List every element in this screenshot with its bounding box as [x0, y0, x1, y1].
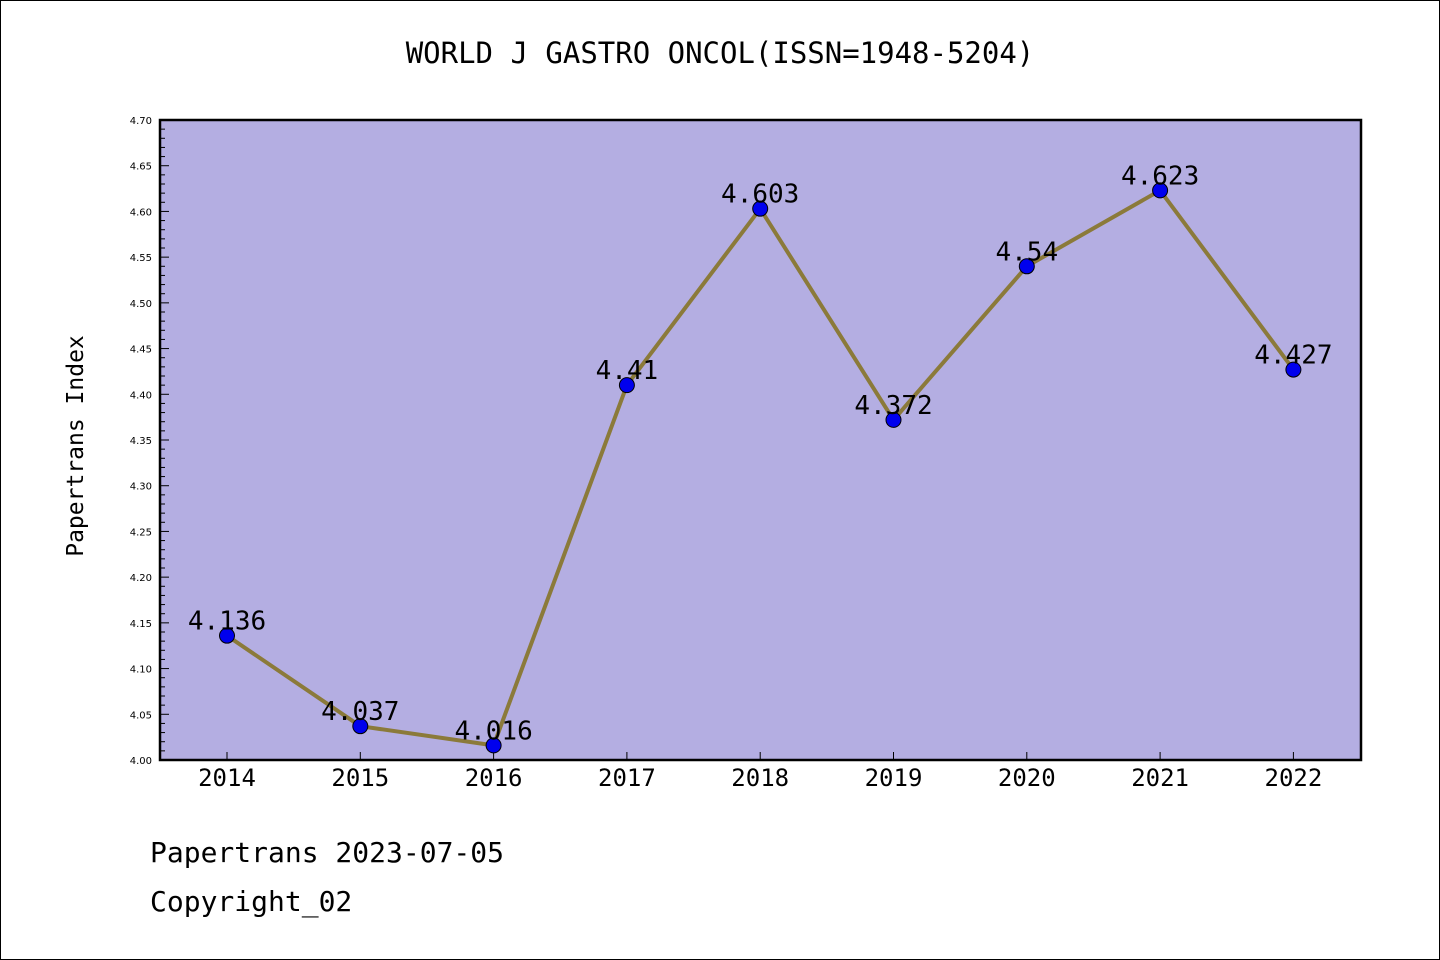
data-point: [219, 627, 235, 644]
y-tick-label: 4.60: [130, 207, 152, 218]
y-tick-label: 4.65: [130, 162, 152, 173]
plot-area: [160, 120, 1361, 760]
x-tick-label: 2018: [731, 764, 789, 792]
y-tick-label: 4.10: [130, 665, 152, 676]
y-tick-label: 4.35: [130, 436, 152, 447]
data-point: [1152, 182, 1169, 199]
x-tick-label: 2021: [1131, 764, 1189, 792]
y-tick-label: 4.25: [130, 527, 152, 538]
data-point: [885, 411, 902, 428]
y-tick-label: 4.30: [130, 482, 152, 493]
data-label: 4.136: [188, 607, 266, 637]
data-point: [618, 377, 635, 394]
data-point: [352, 718, 369, 735]
y-tick-label: 4.20: [130, 573, 152, 584]
data-label: 4.54: [995, 237, 1058, 267]
y-tick-label: 4.50: [130, 299, 152, 310]
data-label: 4.623: [1121, 161, 1199, 191]
data-point: [1018, 258, 1035, 275]
y-tick-label: 4.40: [130, 390, 152, 401]
x-tick-label: 2015: [331, 764, 389, 792]
footer-copyright: Copyright_02: [150, 885, 353, 918]
data-label: 4.372: [854, 391, 932, 421]
data-label: 4.603: [721, 180, 799, 210]
x-tick-label: 2014: [198, 764, 256, 792]
y-tick-label: 4.55: [130, 253, 152, 264]
y-tick-label: 4.05: [130, 710, 152, 721]
chart-title: WORLD J GASTRO ONCOL(ISSN=1948-5204): [405, 36, 1035, 70]
y-tick-label: 4.15: [130, 619, 152, 630]
data-label: 4.037: [321, 697, 399, 727]
y-tick-label: 4.45: [130, 345, 152, 356]
plot-border: [158, 118, 1363, 762]
data-markers: [219, 182, 1302, 754]
data-label: 4.016: [454, 716, 532, 746]
x-axis: 2014 2015 2016 2017 2018 2019 2020 2021 2022: [198, 752, 1322, 792]
data-label: 4.41: [596, 356, 659, 386]
x-tick-label: 2022: [1265, 764, 1323, 792]
data-label: 4.427: [1254, 341, 1332, 371]
data-point: [1285, 361, 1302, 378]
data-point: [485, 737, 502, 754]
x-tick-label: 2020: [998, 764, 1056, 792]
y-axis: 4.00 4.05 4.10 4.15 4.20 4.25 4.30 4.35 4.40 4.45…: [130, 116, 169, 767]
footer-date: Papertrans 2023-07-05: [150, 836, 505, 869]
x-tick-label: 2017: [598, 764, 656, 792]
y-tick-label: 4.70: [130, 116, 152, 127]
x-tick-label: 2019: [865, 764, 923, 792]
y-tick-label: 4.00: [130, 756, 152, 767]
data-point: [752, 200, 769, 217]
data-labels: 4.136 4.037 4.016 4.41 4.603 4.372 4.54 4.623 4.…: [188, 161, 1333, 746]
x-tick-label: 2016: [465, 764, 523, 792]
